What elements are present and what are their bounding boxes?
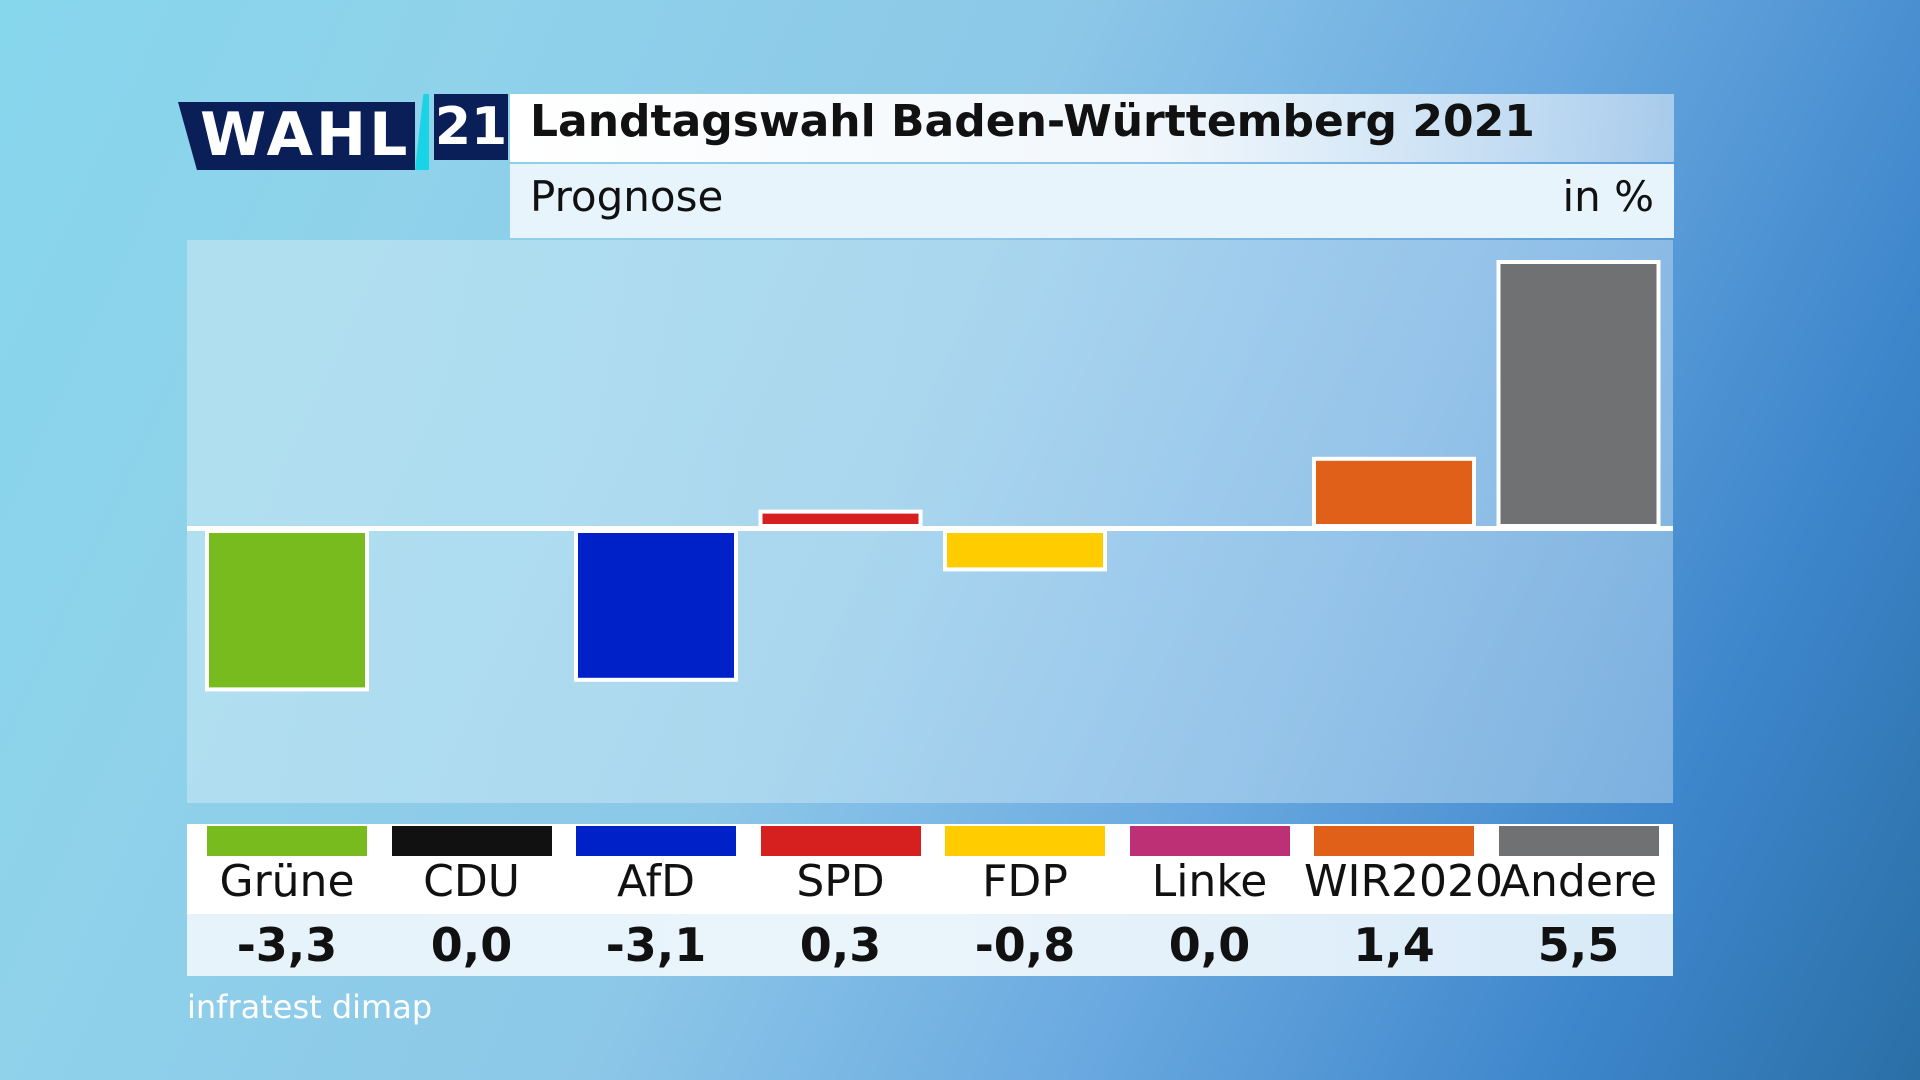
legend-swatch-wir2020 [1314, 826, 1474, 856]
value-label-andere: 5,5 [1537, 918, 1620, 972]
bar-grüne [205, 529, 369, 692]
category-label-wir2020: WIR2020 [1304, 856, 1504, 907]
category-label-grüne: Grüne [219, 856, 355, 907]
value-label-grüne: -3,3 [236, 918, 338, 972]
legend-swatch-andere [1498, 826, 1659, 856]
value-label-fdp: -0,8 [974, 918, 1076, 972]
category-label-fdp: FDP [982, 856, 1068, 907]
bar-wir2020 [1312, 456, 1476, 528]
bar-fdp [943, 529, 1107, 572]
logo-word: WAHL [200, 100, 411, 170]
value-label-linke: 0,0 [1168, 918, 1251, 972]
category-label-afd: AfD [617, 856, 695, 907]
value-label-spd: 0,3 [799, 918, 882, 972]
legend-value-row [187, 914, 1673, 976]
title-bar [510, 94, 1674, 162]
category-label-cdu: CDU [423, 856, 520, 907]
chart-title: Landtagswahl Baden-Württemberg 2021 [530, 96, 1535, 147]
bar-spd [758, 509, 923, 529]
wahl-logo [178, 102, 415, 170]
legend-swatch-fdp [945, 826, 1105, 856]
value-label-afd: -3,1 [605, 918, 707, 972]
legend-swatch-cdu [391, 826, 552, 856]
category-label-spd: SPD [796, 856, 885, 907]
source-label: infratest dimap [187, 988, 433, 1026]
legend-swatch-grüne [207, 826, 367, 856]
chart-subtitle: Prognose [530, 172, 724, 221]
bar-afd [574, 529, 738, 682]
legend-swatch-spd [760, 826, 921, 856]
logo-number: 21 [434, 94, 508, 160]
unit-label: in % [1562, 172, 1654, 221]
legend-swatch-linke [1129, 826, 1290, 856]
legend-swatch-afd [576, 826, 736, 856]
category-label-linke: Linke [1151, 856, 1268, 907]
value-label-cdu: 0,0 [430, 918, 513, 972]
bar-andere [1496, 260, 1661, 528]
zero-baseline [187, 526, 1673, 531]
subtitle-bar [510, 164, 1674, 238]
value-label-wir2020: 1,4 [1353, 918, 1435, 972]
category-label-andere: Andere [1499, 856, 1658, 907]
